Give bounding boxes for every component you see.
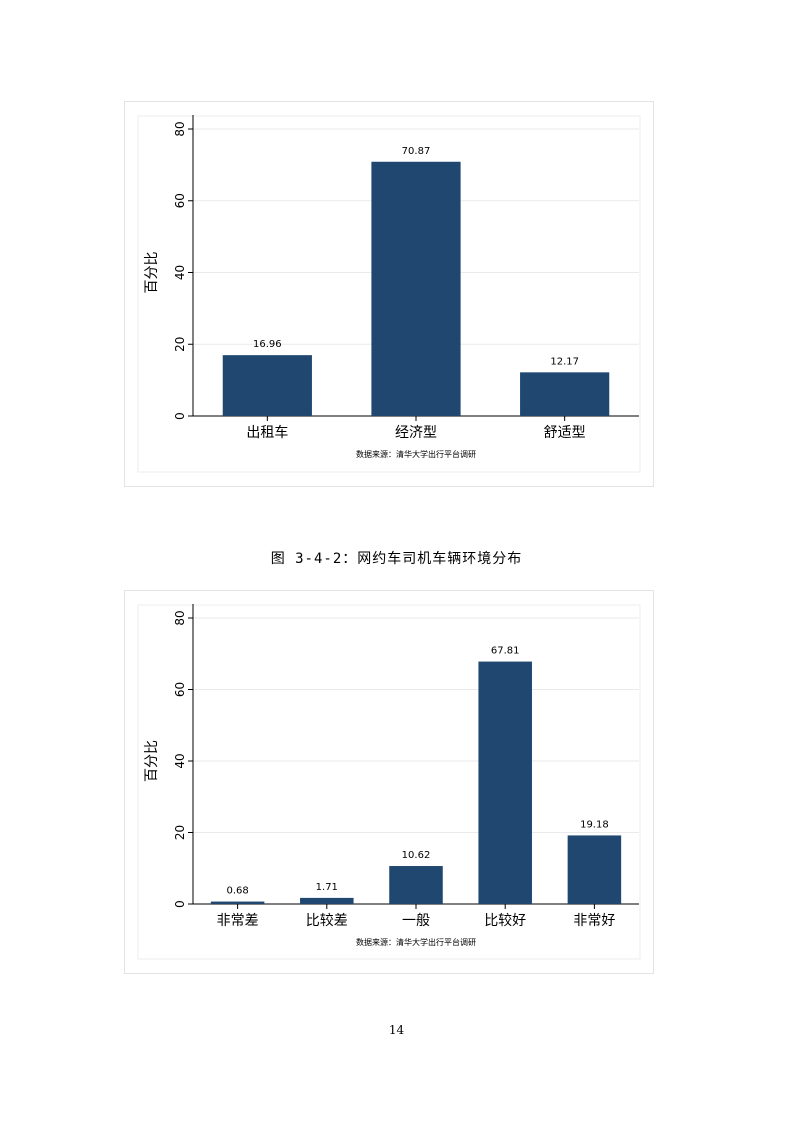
source-note: 数据来源：清华大学出行平台调研 bbox=[356, 449, 476, 459]
bar-value-label: 0.68 bbox=[226, 886, 248, 897]
bar-非常好 bbox=[567, 835, 622, 904]
bar-chart-vehicle-type: 0 20 40 60 80 百分比 16.96 出租车 70.87 经济型 12.17 舒适型数据来源… bbox=[124, 101, 654, 487]
y-tick-label: 40 bbox=[173, 265, 187, 280]
chart-svg: 0 20 40 60 80 百分比 0.68 非常差 1.71 比较差 10.62 一般 67.81 比较… bbox=[137, 604, 641, 960]
chart-svg: 0 20 40 60 80 百分比 16.96 出租车 70.87 经济型 12.17 舒适型数据来源… bbox=[137, 115, 641, 473]
bar-非常差 bbox=[210, 901, 265, 904]
x-category-label: 出租车 bbox=[246, 424, 288, 441]
y-axis-title: 百分比 bbox=[144, 740, 160, 782]
figure-caption: 图 3-4-2：网约车司机车辆环境分布 bbox=[270, 551, 523, 567]
bar-value-label: 1.71 bbox=[316, 882, 338, 893]
y-tick-label: 60 bbox=[173, 193, 187, 208]
page-number: 14 bbox=[388, 1023, 405, 1037]
x-category-label: 比较好 bbox=[484, 913, 526, 929]
x-category-label: 非常好 bbox=[573, 913, 615, 929]
bar-比较差 bbox=[300, 897, 354, 904]
x-category-label: 非常差 bbox=[217, 913, 259, 929]
x-category-label: 舒适型 bbox=[544, 425, 586, 441]
bar-value-label: 70.87 bbox=[402, 146, 431, 157]
y-tick-label: 0 bbox=[173, 412, 187, 420]
bar-一般 bbox=[389, 866, 443, 904]
y-tick-label: 0 bbox=[173, 900, 187, 908]
bar-value-label: 67.81 bbox=[491, 646, 520, 657]
y-tick-label: 60 bbox=[173, 682, 187, 697]
x-category-label: 比较差 bbox=[306, 913, 348, 929]
x-category-label: 一般 bbox=[402, 913, 430, 929]
y-tick-label: 20 bbox=[173, 337, 187, 352]
y-axis-title: 百分比 bbox=[144, 252, 160, 294]
bar-value-label: 12.17 bbox=[550, 356, 579, 367]
y-tick-label: 80 bbox=[173, 610, 187, 625]
y-tick-label: 20 bbox=[173, 825, 187, 840]
bar-value-label: 10.62 bbox=[402, 850, 431, 861]
bar-value-label: 19.18 bbox=[580, 819, 609, 830]
bar-舒适型 bbox=[520, 372, 610, 416]
bar-比较好 bbox=[478, 661, 532, 904]
bar-chart-vehicle-environment: 0 20 40 60 80 百分比 0.68 非常差 1.71 比较差 10.62 一般 67.81 比较… bbox=[124, 590, 654, 974]
y-tick-label: 40 bbox=[173, 753, 187, 768]
plot-region-frame bbox=[137, 604, 641, 960]
source-note: 数据来源：清华大学出行平台调研 bbox=[356, 937, 476, 947]
x-category-label: 经济型 bbox=[395, 425, 437, 441]
bar-出租车 bbox=[222, 355, 312, 416]
bar-value-label: 16.96 bbox=[253, 339, 282, 350]
bar-经济型 bbox=[371, 161, 461, 416]
plot-region-frame bbox=[137, 115, 641, 473]
y-tick-label: 80 bbox=[173, 121, 187, 136]
